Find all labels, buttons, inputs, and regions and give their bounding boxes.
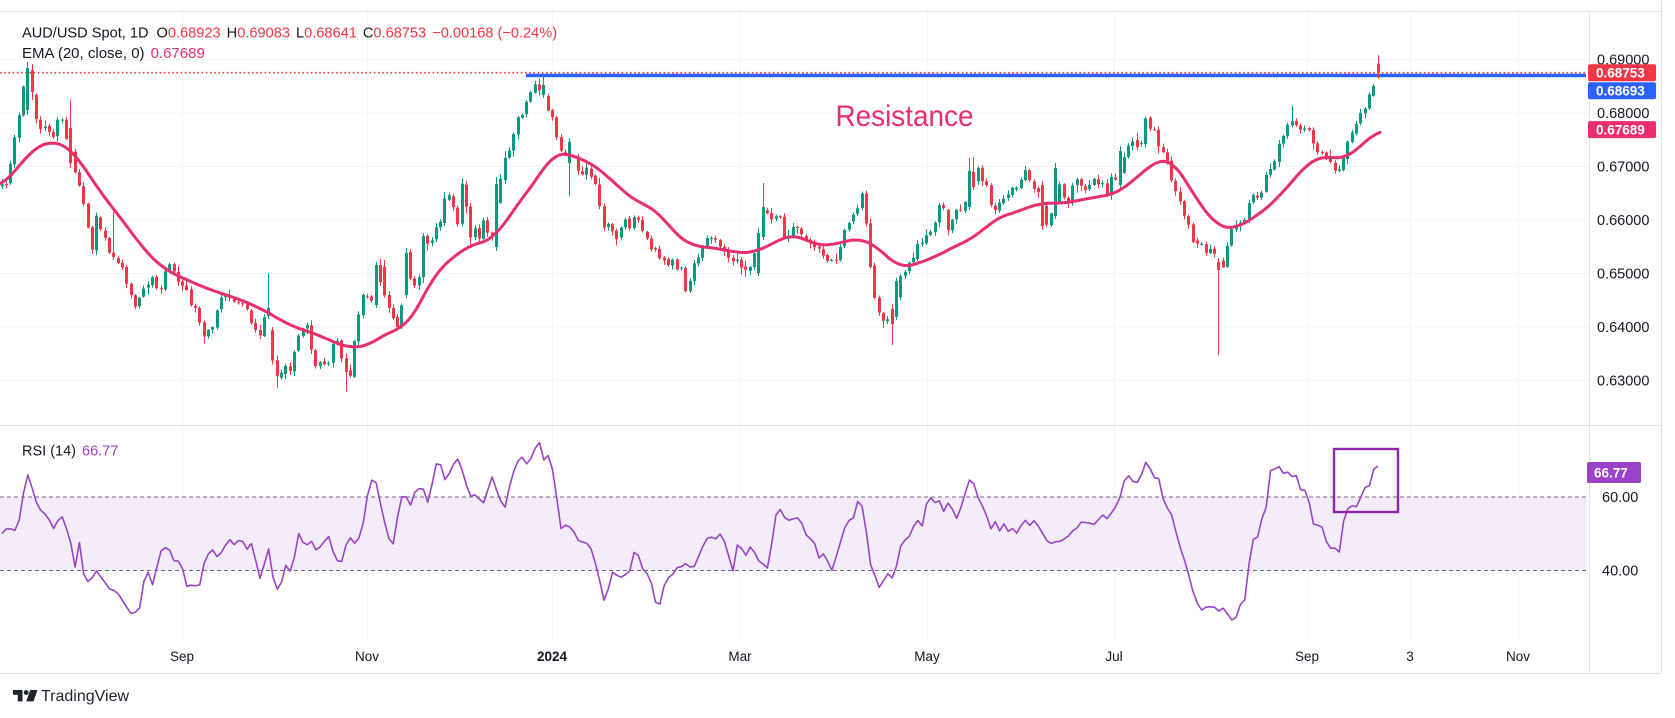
svg-text:2024: 2024 [537,649,568,664]
svg-text:0.67000: 0.67000 [1597,160,1649,176]
svg-text:Resistance: Resistance [836,100,974,133]
svg-text:40.00: 40.00 [1602,564,1638,580]
svg-text:0.63000: 0.63000 [1597,374,1649,390]
svg-text:RSI (14)66.77: RSI (14) 66.77 [22,444,118,460]
svg-text:3: 3 [1406,649,1414,664]
svg-text:TradingView: TradingView [41,688,129,705]
svg-text:Jul: Jul [1105,649,1122,664]
svg-text:0.68753: 0.68753 [1596,65,1645,80]
svg-text:Nov: Nov [355,649,379,664]
svg-text:0.67689: 0.67689 [1596,122,1645,137]
svg-text:May: May [914,649,940,664]
svg-text:Mar: Mar [728,649,752,664]
svg-text:Sep: Sep [1295,649,1319,664]
svg-text:66.77: 66.77 [1594,466,1628,481]
svg-text:EMA (20, close, 0)0.67689: EMA (20, close, 0) 0.67689 [22,45,205,62]
svg-text:0.65000: 0.65000 [1597,267,1649,283]
svg-text:0.66000: 0.66000 [1597,213,1649,229]
svg-text:0.68693: 0.68693 [1596,83,1645,98]
svg-text:60.00: 60.00 [1602,490,1638,506]
svg-text:Sep: Sep [170,649,194,664]
svg-text:0.68000: 0.68000 [1597,106,1649,122]
svg-text:0.64000: 0.64000 [1597,320,1649,336]
svg-text:Nov: Nov [1506,649,1530,664]
